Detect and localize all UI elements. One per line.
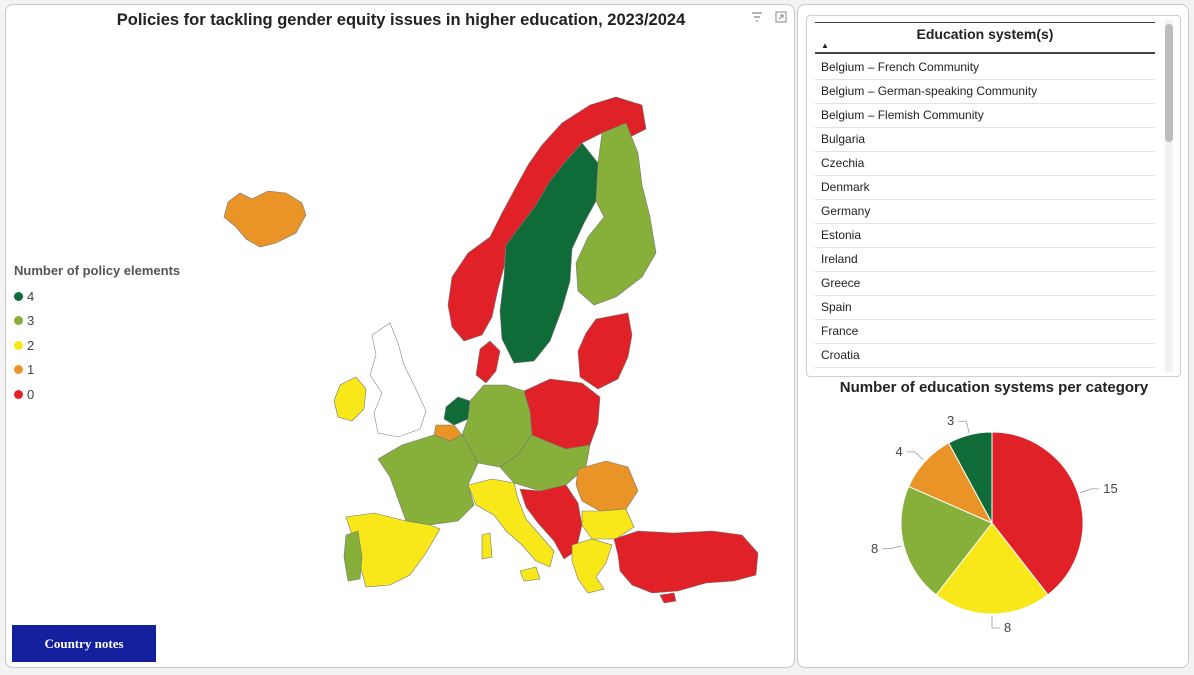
pie-chart: 15 8 8 4 3 xyxy=(871,413,1118,635)
table-row[interactable]: Estonia xyxy=(815,224,1155,248)
pie-data-label: 4 xyxy=(896,444,903,459)
pie-label-connector xyxy=(1079,488,1100,494)
map-region-finland[interactable] xyxy=(575,122,657,306)
pie-chart-title: Number of education systems per category xyxy=(839,379,1149,396)
legend-item-3[interactable]: 3 xyxy=(14,309,180,334)
map-region-sardinia[interactable] xyxy=(481,532,493,560)
table-row[interactable]: Germany xyxy=(815,200,1155,224)
map-region-sicily[interactable] xyxy=(519,566,541,582)
legend-dot xyxy=(14,291,23,301)
map-region-france[interactable] xyxy=(377,434,479,526)
map-region-baltics[interactable] xyxy=(577,312,633,390)
legend-dot xyxy=(14,340,23,350)
table-row[interactable]: France xyxy=(815,320,1155,344)
table-header[interactable]: Education system(s) ▲ xyxy=(815,22,1155,54)
scrollbar-thumb[interactable] xyxy=(1165,24,1173,142)
legend-dot xyxy=(14,316,23,326)
legend-item-2[interactable]: 2 xyxy=(14,333,180,358)
pie-label-connector xyxy=(906,451,924,461)
map-region-netherlands[interactable] xyxy=(443,396,471,426)
filter-icon[interactable] xyxy=(750,11,764,25)
pie-slice-4[interactable] xyxy=(948,431,993,524)
table-row[interactable]: Belgium – Flemish Community xyxy=(815,104,1155,128)
map-region-greece[interactable] xyxy=(571,538,613,594)
map-region-sweden[interactable] xyxy=(499,142,599,364)
pie-label-connector xyxy=(958,420,970,433)
table-row[interactable]: Belgium – German-speaking Community xyxy=(815,80,1155,104)
map-region-cyprus[interactable] xyxy=(659,592,677,604)
map-region-italy[interactable] xyxy=(467,478,555,568)
map-region-uk xyxy=(369,322,427,438)
map-toolbar xyxy=(750,11,788,25)
map-region-iceland[interactable] xyxy=(223,190,307,248)
table-scrollbar[interactable] xyxy=(1165,20,1173,372)
map-region-portugal[interactable] xyxy=(343,530,363,582)
map-title: Policies for tackling gender equity issu… xyxy=(116,11,686,29)
europe-map xyxy=(223,96,759,604)
table-row[interactable]: Bulgaria xyxy=(815,128,1155,152)
pie-label-connector xyxy=(882,545,902,550)
legend-item-4[interactable]: 4 xyxy=(14,284,180,309)
legend-label: 2 xyxy=(27,337,35,353)
sort-ascending-icon[interactable]: ▲ xyxy=(821,41,829,50)
legend-label: 4 xyxy=(27,288,35,304)
country-notes-button[interactable]: Country notes xyxy=(12,625,156,662)
legend-item-0[interactable]: 0 xyxy=(14,382,180,407)
map-region-ireland[interactable] xyxy=(333,376,367,422)
pie-label-connector xyxy=(991,616,1000,629)
map-region-turkey[interactable] xyxy=(613,530,759,594)
table-row[interactable]: Ireland xyxy=(815,248,1155,272)
pie-slice-2[interactable] xyxy=(935,522,1049,615)
table-header-label: Education system(s) xyxy=(916,26,1054,42)
pie-data-label: 3 xyxy=(947,413,954,428)
legend-label: 0 xyxy=(27,386,35,402)
pie-data-label: 8 xyxy=(871,541,878,556)
pie-data-label: 15 xyxy=(1103,481,1117,496)
map-legend: Number of policy elements 4 3 2 1 0 xyxy=(14,263,180,407)
map-region-denmark[interactable] xyxy=(475,340,501,384)
pie-data-label: 8 xyxy=(1004,620,1011,635)
table-row[interactable]: Denmark xyxy=(815,176,1155,200)
table-row[interactable]: Belgium – French Community xyxy=(815,56,1155,80)
pie-slice-0[interactable] xyxy=(991,431,1084,596)
legend-dot xyxy=(14,365,23,375)
education-systems-table: Education system(s) ▲ Belgium – French C… xyxy=(806,15,1181,377)
map-region-bulgaria[interactable] xyxy=(581,508,635,540)
map-panel: Policies for tackling gender equity issu… xyxy=(5,4,795,668)
legend-title: Number of policy elements xyxy=(14,263,181,278)
side-panel: Education system(s) ▲ Belgium – French C… xyxy=(797,4,1189,668)
table-rows: Belgium – French Community Belgium – Ger… xyxy=(815,56,1155,368)
table-row[interactable]: Greece xyxy=(815,272,1155,296)
map-region-romania[interactable] xyxy=(575,460,639,512)
table-row[interactable]: Croatia xyxy=(815,344,1155,368)
legend-dot xyxy=(14,389,23,399)
legend-label: 3 xyxy=(27,313,35,329)
map-region-central-europe[interactable] xyxy=(499,434,591,492)
expand-icon[interactable] xyxy=(774,11,788,25)
table-row[interactable]: Czechia xyxy=(815,152,1155,176)
table-row[interactable]: Spain xyxy=(815,296,1155,320)
legend-label: 1 xyxy=(27,362,35,378)
legend-item-1[interactable]: 1 xyxy=(14,358,180,383)
